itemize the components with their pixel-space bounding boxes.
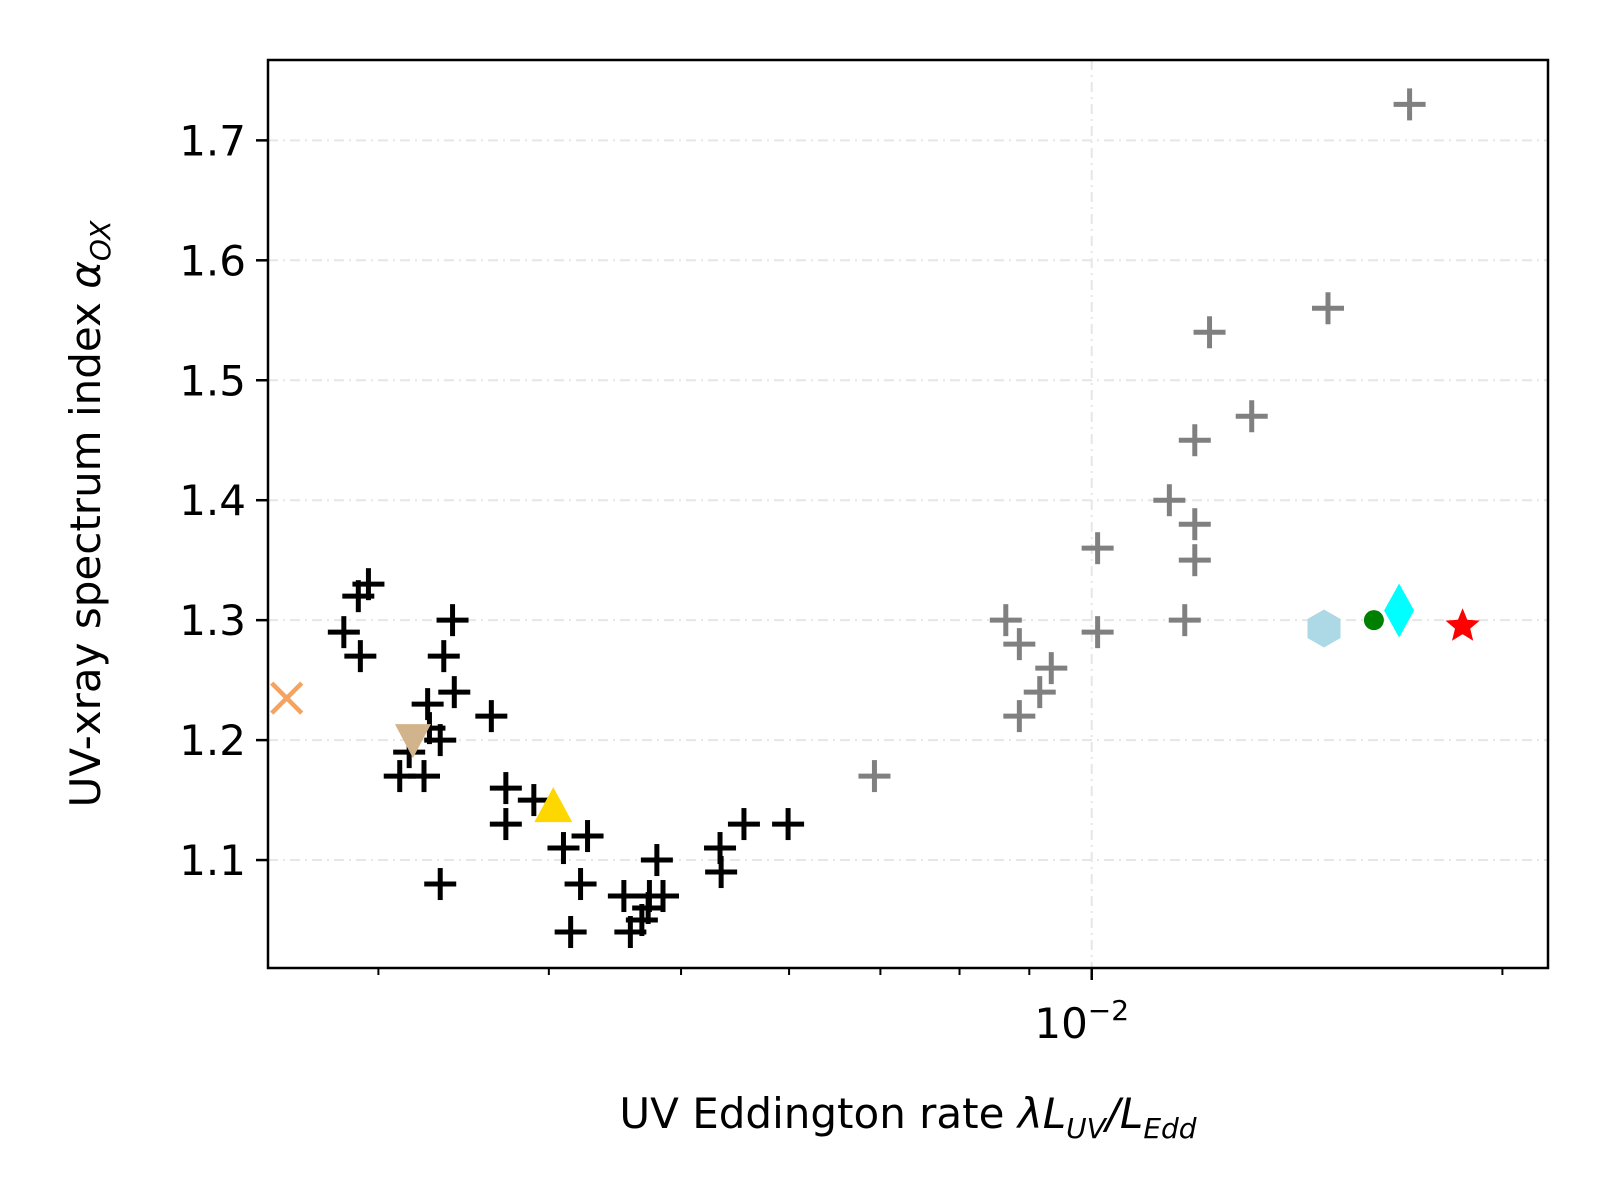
plus-marker <box>1003 700 1036 733</box>
plus-marker <box>727 808 760 841</box>
plus-marker <box>547 832 580 865</box>
y-tick-label: 1.1 <box>179 836 246 885</box>
y-tick-label: 1.7 <box>179 116 246 165</box>
plus-marker <box>1193 316 1226 349</box>
plus-marker <box>554 916 587 949</box>
diamond-marker <box>1384 583 1415 638</box>
plus-marker <box>475 700 508 733</box>
y-tick-label: 1.6 <box>179 236 246 285</box>
plus-marker <box>633 880 666 913</box>
plus-marker <box>640 844 673 877</box>
y-tick-label: 1.5 <box>179 356 246 405</box>
plus-marker <box>517 784 550 817</box>
x-tick-label: 10−2 <box>1034 994 1129 1048</box>
plus-marker <box>1311 292 1344 325</box>
plus-marker <box>436 604 469 637</box>
y-tick-label: 1.3 <box>179 596 246 645</box>
plus-marker <box>564 868 597 901</box>
plus-marker <box>489 772 522 805</box>
y-axis-label: UV-xray spectrum index αOX <box>61 220 117 808</box>
hexagon-marker <box>1307 609 1341 648</box>
circle-marker <box>1363 610 1384 631</box>
plus-marker <box>342 580 375 613</box>
plus-marker <box>1003 628 1036 661</box>
x-marker <box>270 681 304 715</box>
data-markers <box>270 88 1480 949</box>
axis-ticks: 1.1 1.2 1.3 1.4 1.5 1.6 1.7 10−2 <box>179 116 1504 1048</box>
plus-marker <box>1081 532 1114 565</box>
plus-marker <box>772 808 805 841</box>
plus-marker <box>407 760 440 793</box>
plus-marker <box>704 832 737 865</box>
plus-marker <box>489 808 522 841</box>
y-tick-label: 1.2 <box>179 716 246 765</box>
plus-marker <box>1178 424 1211 457</box>
plus-marker <box>1178 508 1211 541</box>
plus-marker <box>571 820 604 853</box>
plus-marker <box>858 760 891 793</box>
plus-marker <box>424 868 457 901</box>
plus-marker <box>1178 544 1211 577</box>
x-axis-label: UV Eddington rate λLUV/LEdd <box>619 1089 1196 1145</box>
plus-marker <box>1168 604 1201 637</box>
plus-marker <box>1235 400 1268 433</box>
plus-marker <box>1023 676 1056 709</box>
plus-marker <box>344 640 377 673</box>
plus-marker <box>1393 88 1426 121</box>
triangle-up-marker <box>534 787 573 823</box>
triangle-down-marker <box>394 724 431 759</box>
plus-marker <box>1153 484 1186 517</box>
star-marker <box>1445 608 1480 641</box>
plus-marker <box>327 616 360 649</box>
plus-marker <box>1081 616 1114 649</box>
plus-marker <box>1035 652 1068 685</box>
plus-marker <box>989 604 1022 637</box>
y-tick-label: 1.4 <box>179 476 246 525</box>
plus-marker <box>438 676 471 709</box>
plot-frame <box>266 58 1550 970</box>
grid <box>268 60 1548 968</box>
plus-marker <box>427 640 460 673</box>
